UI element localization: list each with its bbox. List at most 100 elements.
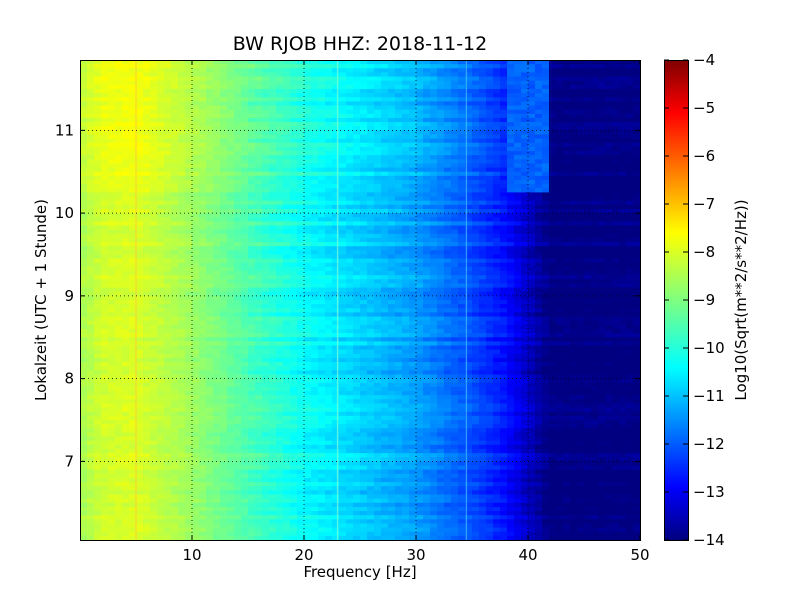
heatmap-cell [633,287,640,293]
heatmap-cell [542,308,550,314]
heatmap-cell [206,76,214,82]
heatmap-cell [311,283,319,289]
heatmap-cell [339,287,347,293]
heatmap-cell [472,130,480,136]
heatmap-cell [325,159,333,165]
heatmap-cell [206,113,214,119]
heatmap-cell [451,105,459,111]
heatmap-cell [584,105,592,111]
heatmap-cell [507,312,515,318]
heatmap-cell [171,200,179,206]
heatmap-cell [598,291,606,297]
heatmap-cell [633,72,640,78]
heatmap-cell [472,68,480,74]
heatmap-cell [542,126,550,131]
heatmap-cell [157,217,165,222]
heatmap-cell [311,192,319,198]
heatmap-cell [437,117,445,123]
heatmap-cell [591,200,599,206]
heatmap-cell [269,97,277,102]
heatmap-cell [374,254,382,260]
heatmap-cell [367,163,375,169]
heatmap-cell [430,72,438,78]
heatmap-cell [486,258,494,264]
heatmap-cell [388,287,396,293]
heatmap-cell [465,175,473,181]
heatmap-cell [507,254,515,260]
heatmap-cell [577,61,585,65]
heatmap-cell [577,68,585,74]
heatmap-cell [563,295,571,301]
heatmap-cell [290,188,298,194]
heatmap-cell [507,275,515,280]
heatmap-cell [521,213,529,218]
heatmap-cell [87,316,95,322]
heatmap-cell [255,80,263,86]
heatmap-cell [171,151,179,156]
heatmap-cell [563,134,571,140]
heatmap-cell [157,151,165,156]
heatmap-cell [136,163,144,169]
heatmap-cell [535,184,543,189]
heatmap-cell [598,233,606,239]
heatmap-cell [199,233,207,239]
heatmap-cell [290,229,298,235]
heatmap-cell [332,250,340,256]
heatmap-cell [584,167,592,173]
heatmap-cell [150,237,158,243]
heatmap-cell [199,192,207,198]
heatmap-cell [577,192,585,198]
heatmap-cell [143,93,151,98]
heatmap-cell [514,217,522,222]
heatmap-cell [87,291,95,297]
heatmap-cell [402,237,410,243]
heatmap-cell [171,101,179,107]
heatmap-cell [563,84,571,90]
heatmap-cell [409,200,417,206]
heatmap-cell [493,163,501,169]
heatmap-cell [626,291,634,297]
heatmap-cell [213,271,221,276]
heatmap-cell [374,117,382,123]
heatmap-cell [108,171,116,177]
heatmap-cell [178,208,186,214]
heatmap-cell [570,291,578,297]
heatmap-cell [521,84,529,90]
heatmap-cell [220,200,228,206]
heatmap-cell [493,138,501,144]
heatmap-cell [325,167,333,173]
heatmap-cell [542,134,550,140]
heatmap-cell [437,151,445,156]
heatmap-cell [220,64,228,69]
heatmap-cell [514,287,522,293]
heatmap-cell [521,242,529,247]
heatmap-cell [157,271,165,276]
heatmap-cell [472,291,480,297]
heatmap-cell [339,229,347,235]
heatmap-cell [164,130,172,136]
heatmap-cell [381,155,389,160]
heatmap-cell [633,163,640,169]
heatmap-cell [374,184,382,189]
heatmap-cell [185,76,193,82]
heatmap-cell [164,180,172,185]
heatmap-cell [171,155,179,160]
heatmap-cell [598,180,606,185]
heatmap-cell [143,200,151,206]
heatmap-cell [178,68,186,74]
heatmap-cell [367,188,375,194]
heatmap-cell [381,88,389,94]
heatmap-cell [346,246,354,251]
heatmap-cell [297,204,305,210]
heatmap-cell [423,229,431,235]
heatmap-cell [290,88,298,94]
heatmap-cell [500,262,508,268]
heatmap-cell [332,242,340,247]
heatmap-cell [451,283,459,289]
heatmap-cell [535,159,543,165]
heatmap-cell [353,308,361,314]
heatmap-cell [171,208,179,214]
heatmap-cell [129,97,137,102]
heatmap-cell [115,117,123,123]
heatmap-cell [521,175,529,181]
